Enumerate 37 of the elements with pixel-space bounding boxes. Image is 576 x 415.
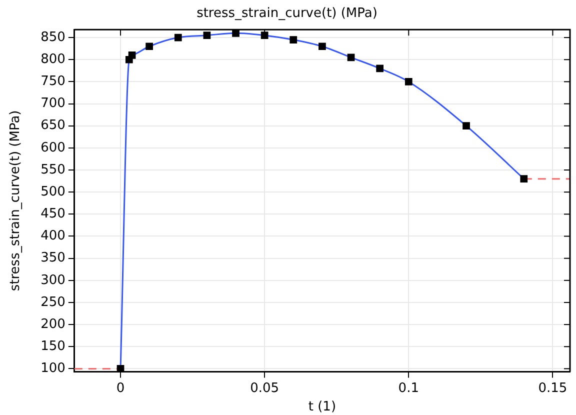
point bbox=[404, 78, 412, 86]
x-axis-title: t (1) bbox=[308, 400, 336, 415]
point bbox=[203, 32, 211, 40]
y-tick-label: 650 bbox=[40, 118, 66, 134]
y-tick-label: 400 bbox=[40, 228, 66, 244]
point bbox=[232, 30, 240, 37]
y-tick-label: 550 bbox=[40, 162, 66, 178]
point bbox=[376, 64, 384, 72]
point bbox=[318, 42, 326, 50]
y-tick-label: 300 bbox=[40, 272, 66, 288]
y-tick-label: 600 bbox=[40, 140, 66, 156]
point bbox=[146, 42, 154, 50]
y-tick-label: 850 bbox=[40, 30, 66, 45]
chart-title: stress_strain_curve(t) (MPa) bbox=[196, 6, 378, 22]
x-tick-label: 0 bbox=[116, 380, 125, 396]
x-tick-label: 0.05 bbox=[250, 380, 280, 396]
point bbox=[462, 122, 470, 130]
point bbox=[260, 32, 268, 40]
point bbox=[116, 365, 124, 372]
y-tick-label: 700 bbox=[40, 96, 66, 112]
point bbox=[290, 36, 298, 44]
point bbox=[347, 54, 355, 62]
x-tick-label: 0.1 bbox=[398, 380, 419, 396]
y-tick-label: 150 bbox=[40, 339, 66, 354]
y-axis-title: stress_strain_curve(t) (MPa) bbox=[8, 110, 24, 292]
y-tick-label: 100 bbox=[40, 361, 66, 376]
y-tick-label: 750 bbox=[40, 74, 66, 90]
point bbox=[174, 34, 182, 42]
y-tick-label: 800 bbox=[40, 52, 66, 67]
y-tick-label: 500 bbox=[40, 184, 66, 200]
y-tick-label: 200 bbox=[40, 316, 66, 332]
point bbox=[520, 175, 528, 183]
y-tick-label: 350 bbox=[40, 250, 66, 266]
y-tick-label: 450 bbox=[40, 206, 66, 222]
y-tick-label: 250 bbox=[40, 294, 66, 310]
point bbox=[128, 52, 136, 59]
x-tick-label: 0.15 bbox=[538, 380, 568, 396]
